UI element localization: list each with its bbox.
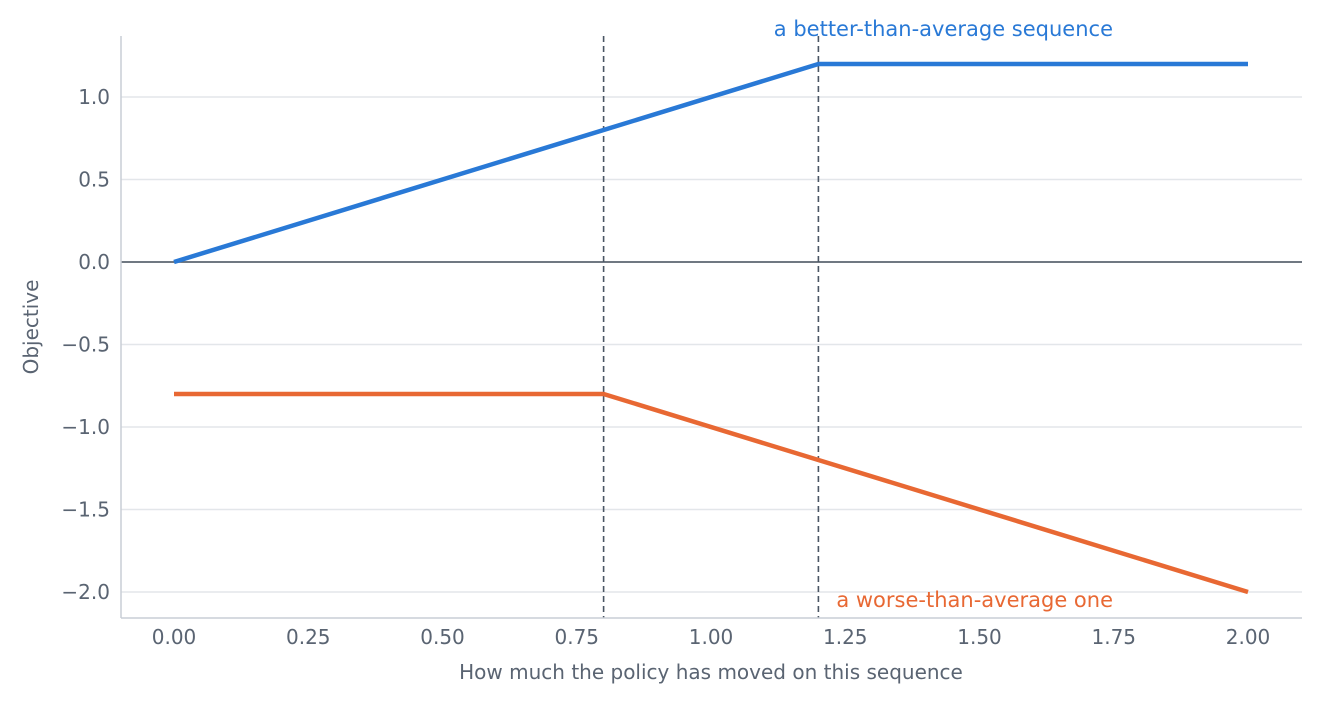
y-axis-title: Objective bbox=[19, 280, 43, 375]
x-tick-label: 2.00 bbox=[1226, 625, 1271, 649]
y-tick-label: −2.0 bbox=[61, 580, 110, 604]
x-axis-title: How much the policy has moved on this se… bbox=[459, 660, 963, 684]
axes bbox=[120, 36, 1302, 619]
annotations: a better-than-average sequence a worse-th… bbox=[774, 17, 1113, 612]
y-tick-label: 0.0 bbox=[78, 250, 110, 274]
x-tick-label: 0.00 bbox=[152, 625, 197, 649]
y-tick-label: −0.5 bbox=[61, 333, 110, 357]
gridlines bbox=[121, 96, 1302, 593]
reference-lines bbox=[121, 36, 1302, 618]
x-tick-label: 0.25 bbox=[286, 625, 331, 649]
y-tick-label: 1.0 bbox=[78, 85, 110, 109]
series bbox=[173, 61, 1249, 595]
x-tick-label: 1.25 bbox=[823, 625, 868, 649]
y-tick-label: 0.5 bbox=[78, 168, 110, 192]
x-tick-label: 1.00 bbox=[689, 625, 734, 649]
series-line-1 bbox=[173, 61, 1248, 265]
tick-labels: 1.0 0.5 0.0 −0.5 −1.0 −1.5 −2.0 0.00 0.25 0.50 0.7… bbox=[61, 85, 1270, 649]
y-tick-label: −1.5 bbox=[61, 498, 110, 522]
annotation-1: a better-than-average sequence bbox=[774, 17, 1113, 41]
x-tick-label: 0.75 bbox=[554, 625, 599, 649]
y-tick-label: −1.0 bbox=[61, 415, 110, 439]
x-tick-label: 0.50 bbox=[420, 625, 465, 649]
x-tick-label: 1.50 bbox=[957, 625, 1002, 649]
x-tick-label: 1.75 bbox=[1091, 625, 1136, 649]
series-line-2 bbox=[174, 391, 1249, 595]
annotation-2: a worse-than-average one bbox=[836, 588, 1113, 612]
